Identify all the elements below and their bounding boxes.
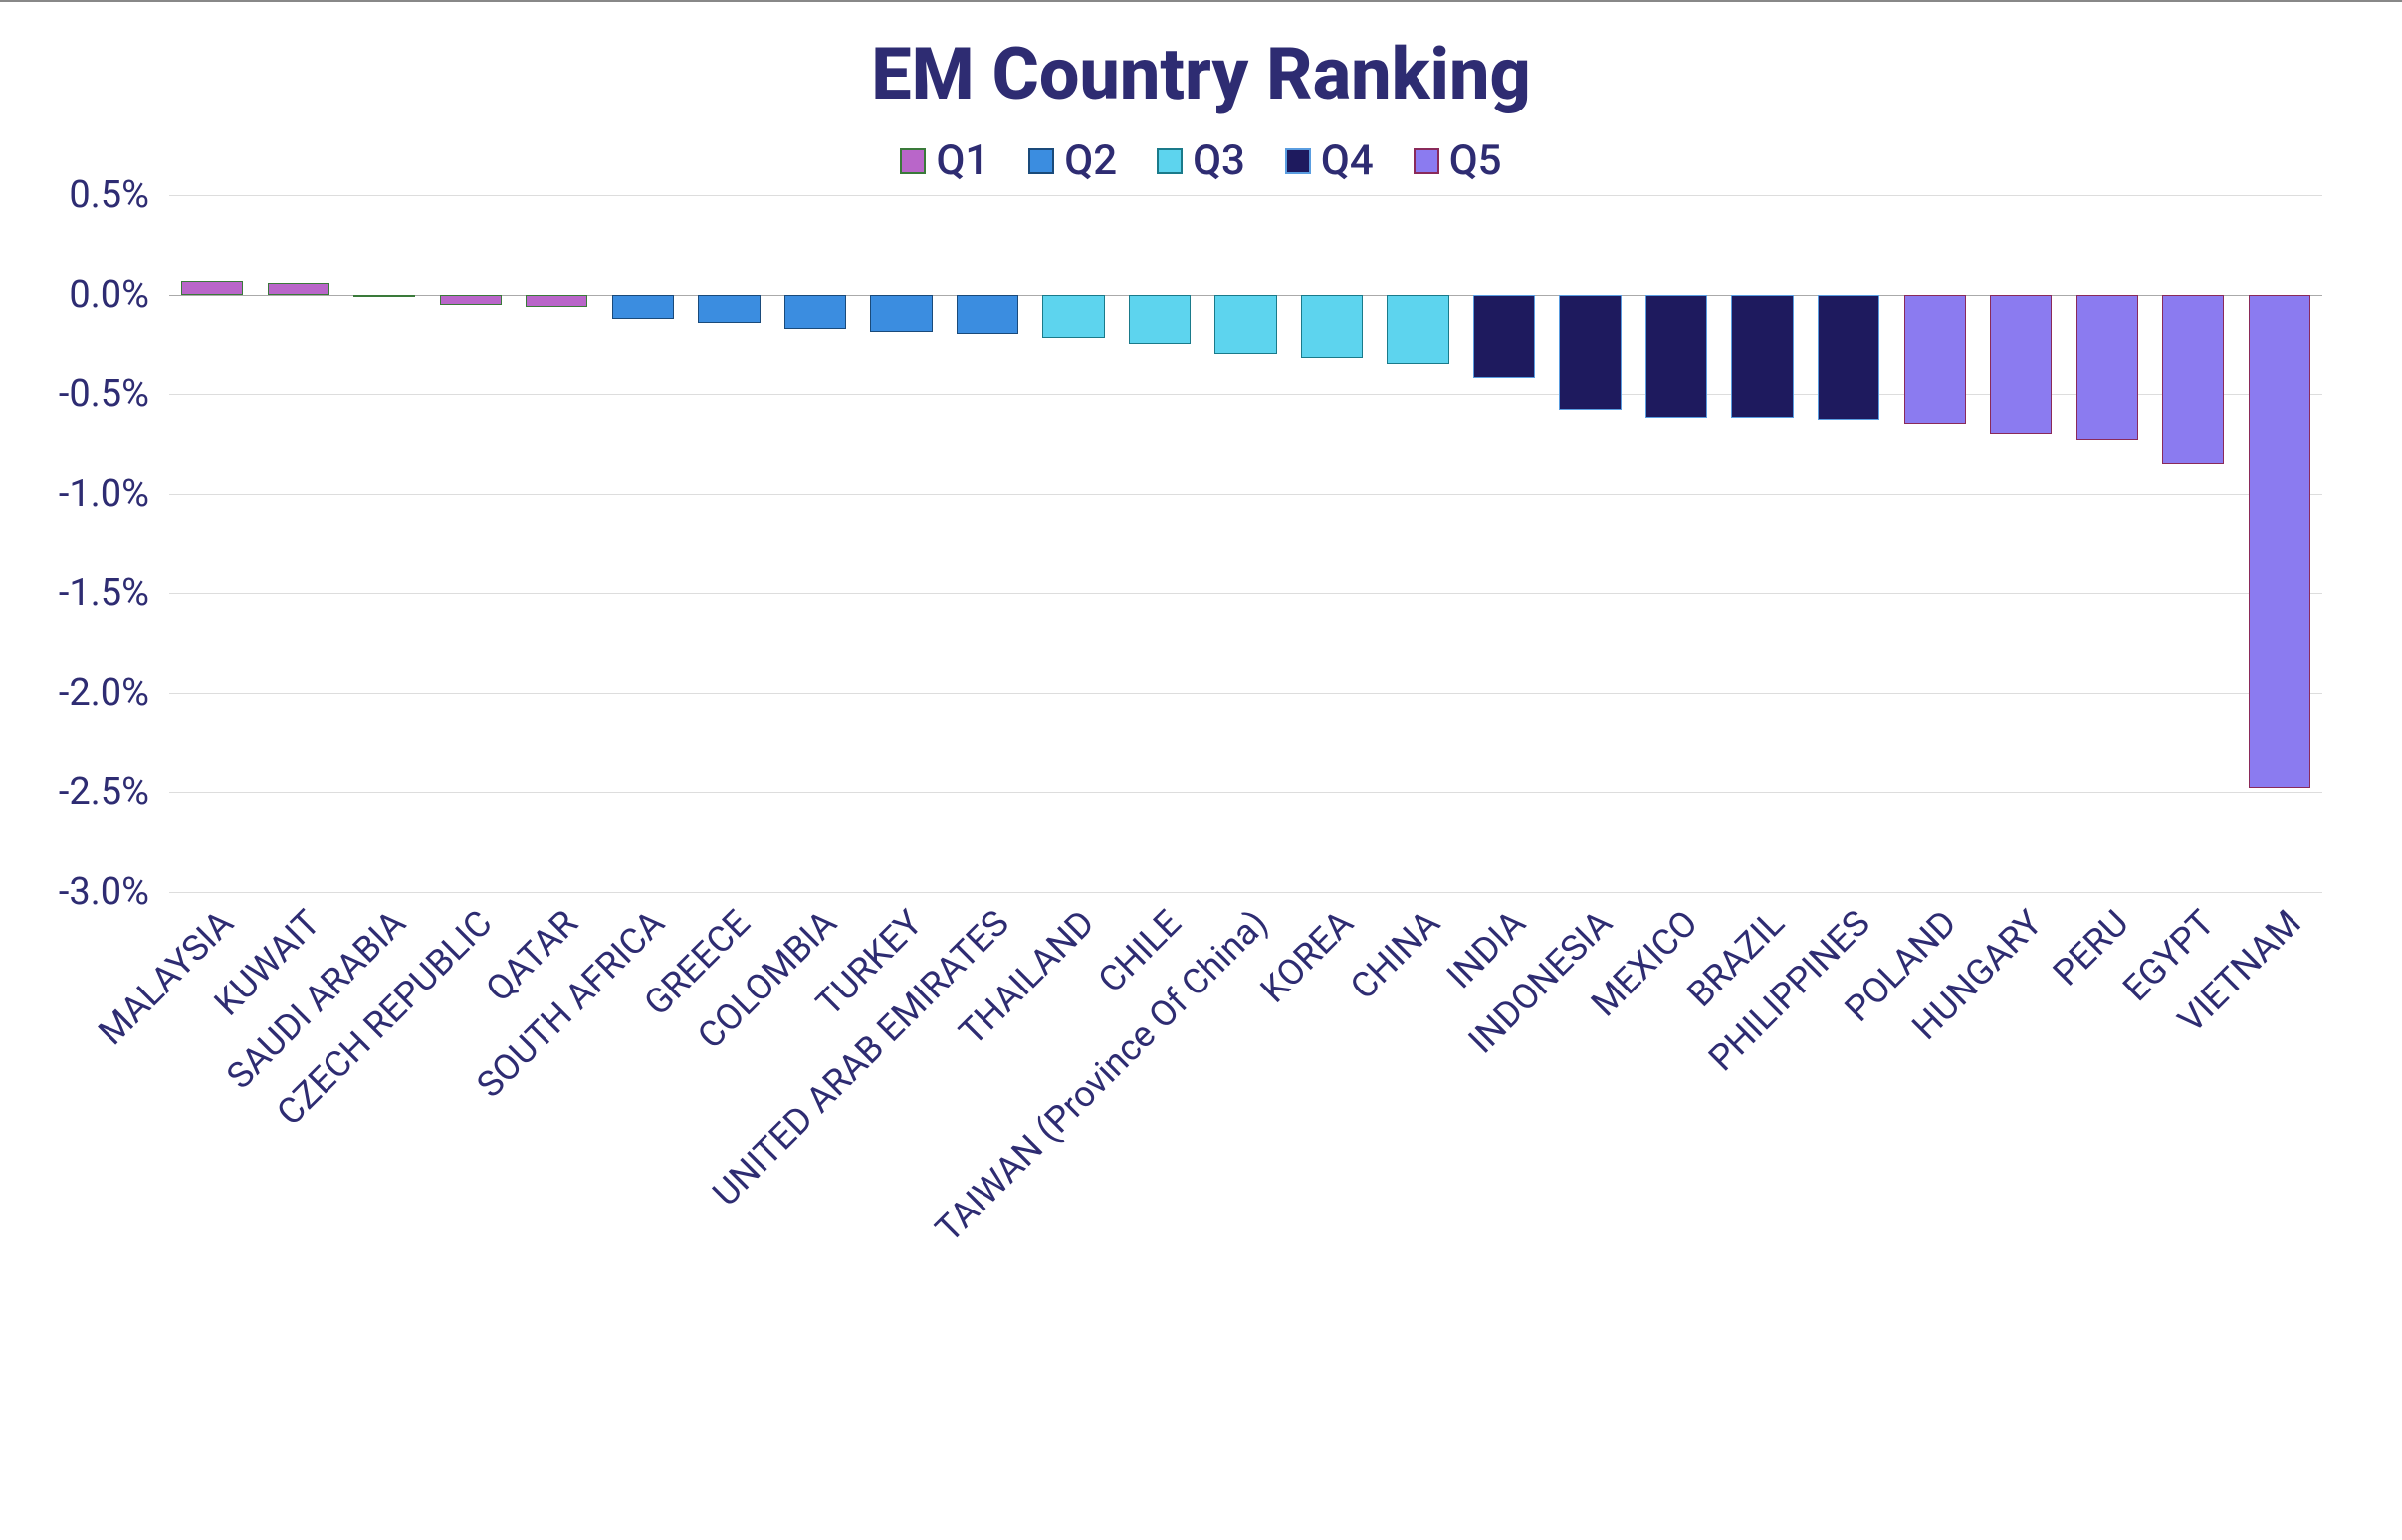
bar: [784, 295, 846, 329]
legend-label: Q3: [1193, 136, 1245, 185]
bar: [698, 295, 760, 323]
bar: [268, 283, 329, 295]
gridline: [169, 693, 2322, 694]
legend-item: Q2: [1028, 136, 1117, 185]
bar: [440, 295, 502, 305]
bar: [1301, 295, 1363, 358]
y-tick-label: -0.5%: [30, 372, 149, 416]
legend-label: Q2: [1064, 136, 1117, 185]
legend-label: Q1: [936, 136, 988, 185]
legend-swatch: [1157, 148, 1183, 174]
x-axis-labels: MALAYSIAKUWAITSAUDI ARABIACZECH REPUBLIC…: [169, 902, 2322, 1539]
bar: [612, 295, 674, 319]
bar: [1559, 295, 1621, 410]
bar: [181, 281, 243, 295]
legend-label: Q4: [1321, 136, 1374, 185]
x-tick-label: KOREA: [1252, 902, 1362, 1011]
y-tick-label: 0.5%: [30, 173, 149, 217]
legend-swatch: [1414, 148, 1439, 174]
x-tick-label: CHINA: [1342, 902, 1447, 1007]
bar: [1214, 295, 1276, 354]
y-tick-label: -3.0%: [30, 870, 149, 914]
y-tick-label: 0.0%: [30, 273, 149, 317]
bar: [1990, 295, 2052, 434]
bar: [1387, 295, 1448, 364]
chart-title: EM Country Ranking: [40, 32, 2362, 116]
y-tick-label: -1.0%: [30, 472, 149, 516]
legend-swatch: [1028, 148, 1054, 174]
gridline: [169, 593, 2322, 594]
bar: [353, 295, 415, 297]
bar: [1473, 295, 1535, 378]
legend-swatch: [1285, 148, 1311, 174]
bar: [1645, 295, 1707, 418]
bar: [1818, 295, 1879, 420]
bar: [957, 295, 1018, 334]
bar: [2076, 295, 2138, 440]
legend-item: Q3: [1157, 136, 1245, 185]
bar: [1731, 295, 1793, 418]
bar: [870, 295, 932, 332]
y-tick-label: -2.5%: [30, 770, 149, 814]
legend-item: Q1: [900, 136, 988, 185]
gridline: [169, 195, 2322, 196]
gridline: [169, 892, 2322, 893]
legend-item: Q4: [1285, 136, 1374, 185]
x-tick-label: MALAYSIA: [91, 902, 242, 1053]
plot-area: 0.5%0.0%-0.5%-1.0%-1.5%-2.0%-2.5%-3.0% M…: [169, 195, 2322, 1539]
legend: Q1 Q2 Q3 Q4 Q5: [40, 136, 2362, 185]
gridline: [169, 494, 2322, 495]
bar: [526, 295, 587, 307]
bar: [2162, 295, 2224, 464]
legend-swatch: [900, 148, 926, 174]
bar: [1042, 295, 1104, 338]
legend-item: Q5: [1414, 136, 1502, 185]
bars-region: 0.5%0.0%-0.5%-1.0%-1.5%-2.0%-2.5%-3.0%: [169, 195, 2322, 892]
bar: [1904, 295, 1966, 424]
y-tick-label: -2.0%: [30, 671, 149, 715]
y-axis: 0.5%0.0%-0.5%-1.0%-1.5%-2.0%-2.5%-3.0%: [40, 195, 159, 892]
bar: [2249, 295, 2310, 788]
gridline: [169, 792, 2322, 793]
chart-container: EM Country Ranking Q1Q2Q3Q4Q5 0.5%0.0%-0…: [0, 0, 2402, 1540]
bar: [1129, 295, 1191, 344]
y-tick-label: -1.5%: [30, 571, 149, 615]
legend-label: Q5: [1449, 136, 1502, 185]
